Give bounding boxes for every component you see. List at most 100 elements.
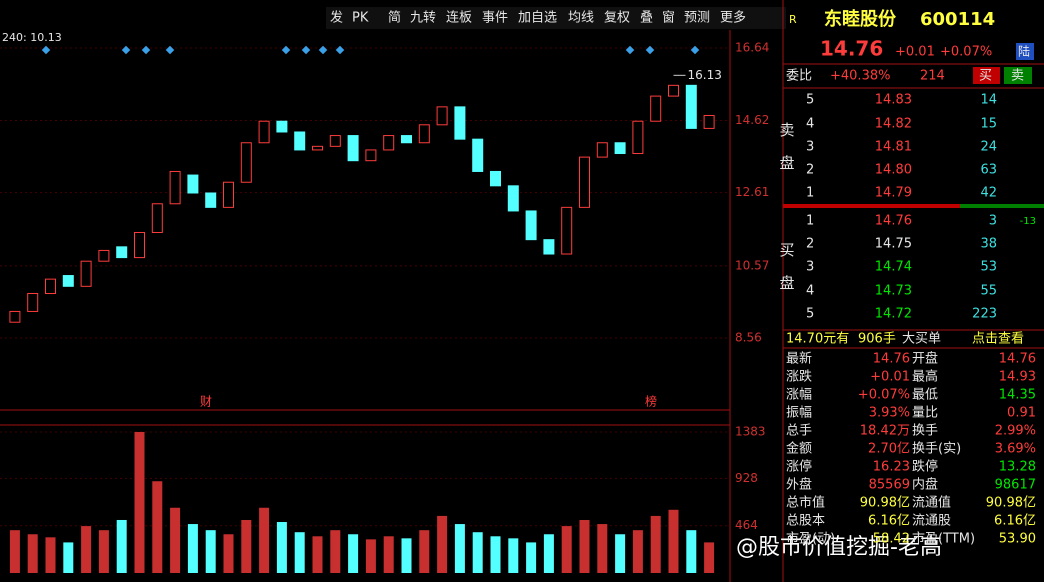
toolbar-button[interactable]: 预测: [684, 11, 710, 26]
volume-bar: [686, 530, 697, 573]
bid-price: 14.76: [875, 214, 912, 229]
level: 4: [806, 284, 814, 299]
toolbar-button[interactable]: 叠: [640, 11, 653, 26]
level: 1: [806, 186, 814, 201]
candle: [169, 170, 181, 205]
ratio-red: [783, 204, 960, 208]
candle: [151, 203, 163, 233]
volume-bar: [223, 534, 234, 573]
ask-volume: 42: [980, 186, 997, 201]
stat-label: 开盘: [912, 351, 938, 367]
watermark: @股市价值挖掘-老高: [736, 535, 942, 560]
buy-btn-bg[interactable]: [973, 67, 1000, 84]
weicha: 214: [920, 69, 945, 84]
ask-price: 14.79: [875, 186, 912, 201]
volume-bar: [668, 509, 679, 573]
volume-bar: [27, 534, 38, 573]
bid-price: 14.72: [875, 307, 912, 322]
ask-price: 14.81: [875, 140, 912, 155]
bid-price: 14.74: [875, 260, 912, 275]
stat-label: 最低: [912, 388, 938, 403]
candle: [62, 275, 74, 287]
volume-bar: [490, 536, 501, 573]
stat-value: 90.98亿: [986, 496, 1036, 511]
stat-label: 换手: [912, 424, 938, 439]
ask-price: 14.80: [875, 163, 912, 178]
toolbar-button[interactable]: 更多: [720, 10, 746, 26]
candle: [329, 135, 341, 147]
ask-price: 14.83: [875, 93, 912, 108]
high-label: 16.13: [688, 68, 722, 82]
volume-bar: [472, 532, 483, 573]
toolbar-button[interactable]: 九转: [410, 11, 436, 26]
weibi-label: 委比: [786, 69, 812, 84]
toolbar-button[interactable]: 简: [388, 10, 401, 26]
volume-bar: [437, 515, 448, 573]
candle: [685, 84, 697, 129]
stat-value: 85569: [869, 478, 910, 493]
candle: [383, 135, 395, 151]
toolbar-button[interactable]: 均线: [568, 11, 594, 26]
y-tick-label: 1383: [735, 425, 766, 439]
toolbar-bg: [326, 7, 786, 29]
bid-volume: 55: [980, 284, 997, 299]
stat-value: +0.01: [870, 370, 910, 385]
level: 1: [806, 214, 814, 229]
ask-volume: 15: [980, 117, 997, 132]
stat-value: 2.70亿: [868, 442, 910, 457]
candle: [579, 156, 590, 208]
bid-volume: 38: [980, 237, 997, 252]
tag-box: [1016, 43, 1034, 60]
event-diamond: [141, 45, 151, 55]
event-marker: 榜: [645, 394, 657, 409]
pct: +0.07%: [940, 45, 992, 60]
candle: [525, 210, 537, 241]
volume-bar: [543, 534, 554, 573]
toolbar-button[interactable]: 窗: [662, 10, 675, 26]
level: 3: [806, 140, 814, 155]
stat-label: 外盘: [786, 477, 812, 493]
candle: [294, 131, 306, 151]
stat-label: 换手(实): [912, 442, 961, 457]
event-diamond: [318, 45, 328, 55]
stat-value: 53.90: [999, 532, 1036, 547]
toolbar-button[interactable]: 复权: [604, 10, 630, 26]
toolbar-button[interactable]: 加自选: [518, 11, 557, 26]
sell-button[interactable]: 卖: [1011, 69, 1024, 84]
y-tick-label: 8.56: [735, 331, 762, 345]
candle: [27, 292, 39, 312]
stock-code: 600114: [920, 9, 995, 30]
candle: [596, 142, 608, 158]
volume-bar: [704, 542, 715, 573]
candle: [454, 106, 466, 140]
volume-bar: [597, 524, 608, 573]
candle: [223, 181, 234, 208]
volume-bar: [526, 542, 537, 573]
volume-bar: [276, 522, 287, 573]
stat-label: 市盈(TTM): [912, 531, 975, 547]
buy-button[interactable]: 买: [979, 69, 992, 84]
toolbar-button[interactable]: 发: [330, 10, 343, 26]
candle: [650, 95, 662, 122]
stat-value: 2.99%: [995, 424, 1036, 439]
toolbar-button[interactable]: 事件: [482, 11, 508, 26]
sell-btn-bg[interactable]: [1004, 67, 1032, 84]
ma-label: 240: 10.13: [2, 31, 62, 44]
candle: [668, 84, 679, 97]
bid-volume: 53: [980, 260, 997, 275]
stat-label: 涨幅: [786, 388, 812, 403]
stat-label: 金额: [786, 441, 812, 457]
big-order-link[interactable]: 点击查看: [972, 331, 1024, 347]
stat-label: 内盘: [912, 477, 938, 493]
volume-bar: [419, 530, 430, 573]
toolbar-button[interactable]: 连板: [446, 10, 472, 26]
toolbar-button[interactable]: PK: [352, 11, 369, 26]
candle: [347, 135, 359, 162]
candle: [9, 310, 21, 323]
candle: [134, 231, 145, 259]
volume-bar: [45, 537, 56, 573]
stat-value: 18.42万: [860, 424, 910, 439]
candle: [116, 246, 128, 259]
stat-label: 跌停: [912, 459, 938, 475]
